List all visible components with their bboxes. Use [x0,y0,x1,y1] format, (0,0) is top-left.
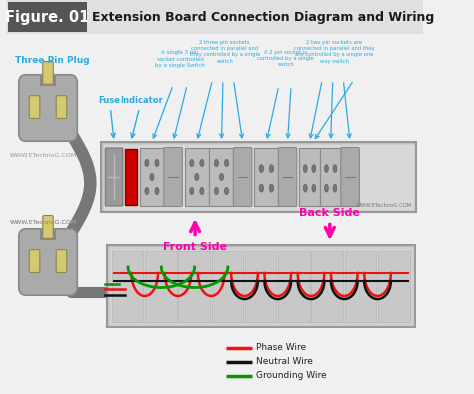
Ellipse shape [303,184,307,192]
Text: WWW.ETechnoG.COM: WWW.ETechnoG.COM [356,203,412,208]
FancyBboxPatch shape [140,148,164,206]
Ellipse shape [200,159,204,167]
FancyBboxPatch shape [109,247,413,325]
Ellipse shape [145,159,149,167]
FancyBboxPatch shape [341,147,359,206]
FancyBboxPatch shape [212,251,243,322]
Text: Three Pin Plug: Three Pin Plug [15,56,89,65]
FancyBboxPatch shape [19,75,77,141]
Text: 2 three pin sockets
connected in parallel and
they controlled by a single
switch: 2 three pin sockets connected in paralle… [190,40,260,63]
Text: Fuse: Fuse [99,96,120,138]
FancyBboxPatch shape [40,230,56,240]
FancyBboxPatch shape [245,251,276,322]
Ellipse shape [155,159,159,167]
FancyBboxPatch shape [112,251,143,322]
Ellipse shape [333,165,337,173]
Ellipse shape [269,184,274,192]
FancyBboxPatch shape [278,147,297,206]
Ellipse shape [259,165,264,173]
FancyBboxPatch shape [233,147,252,206]
FancyBboxPatch shape [105,148,123,206]
Text: Extension Board Connection Diagram and Wiring: Extension Board Connection Diagram and W… [92,11,434,24]
FancyBboxPatch shape [125,149,137,205]
FancyBboxPatch shape [345,251,376,322]
Ellipse shape [195,173,199,180]
Text: WWW.ETechnoG.COM: WWW.ETechnoG.COM [10,219,77,225]
FancyBboxPatch shape [56,250,67,273]
Ellipse shape [190,159,194,167]
FancyBboxPatch shape [209,148,234,206]
Ellipse shape [214,188,219,195]
FancyBboxPatch shape [103,144,414,210]
FancyBboxPatch shape [8,2,87,32]
FancyBboxPatch shape [43,216,53,238]
FancyBboxPatch shape [164,147,182,206]
FancyBboxPatch shape [29,96,40,119]
Ellipse shape [225,159,228,167]
Ellipse shape [200,188,204,195]
Ellipse shape [303,165,307,173]
FancyBboxPatch shape [278,251,310,322]
Ellipse shape [333,184,337,192]
FancyBboxPatch shape [184,148,209,206]
Ellipse shape [225,188,228,195]
Ellipse shape [325,184,328,192]
Text: Grounding Wire: Grounding Wire [256,372,327,381]
Ellipse shape [312,165,316,173]
FancyBboxPatch shape [40,76,56,86]
Ellipse shape [259,184,264,192]
FancyBboxPatch shape [43,61,53,84]
Ellipse shape [145,188,149,195]
Text: Neutral Wire: Neutral Wire [256,357,313,366]
FancyBboxPatch shape [145,251,177,322]
Ellipse shape [155,188,159,195]
Text: Front Side: Front Side [163,242,227,251]
Ellipse shape [219,173,224,180]
Text: WWW.ETechnoG.COM: WWW.ETechnoG.COM [10,152,77,158]
FancyBboxPatch shape [178,251,210,322]
FancyBboxPatch shape [320,148,341,206]
FancyBboxPatch shape [101,142,416,212]
Text: A single 3 pin
socket controlled
by a single Switch: A single 3 pin socket controlled by a si… [155,50,205,68]
FancyBboxPatch shape [299,148,320,206]
Text: Indicator: Indicator [120,96,163,138]
FancyBboxPatch shape [107,245,415,327]
FancyBboxPatch shape [19,229,77,295]
Text: A 2 pin socket is
controlled by a single
switch: A 2 pin socket is controlled by a single… [257,50,314,67]
Ellipse shape [312,184,316,192]
Text: 2 two pin sockets are
connected in parallel and they
are controlled by a single : 2 two pin sockets are connected in paral… [294,40,375,63]
Text: WWW.ETechnoG.COM: WWW.ETechnoG.COM [10,219,77,225]
FancyBboxPatch shape [29,250,40,273]
FancyBboxPatch shape [254,148,279,206]
Text: Phase Wire: Phase Wire [256,344,306,353]
Ellipse shape [269,165,274,173]
Text: Figure. 01: Figure. 01 [5,9,89,24]
Ellipse shape [150,173,154,180]
FancyBboxPatch shape [6,0,423,34]
Text: Back Side: Back Side [300,208,360,217]
FancyBboxPatch shape [56,96,67,119]
FancyBboxPatch shape [311,251,343,322]
Ellipse shape [190,188,194,195]
Ellipse shape [325,165,328,173]
FancyBboxPatch shape [378,251,410,322]
Ellipse shape [214,159,219,167]
